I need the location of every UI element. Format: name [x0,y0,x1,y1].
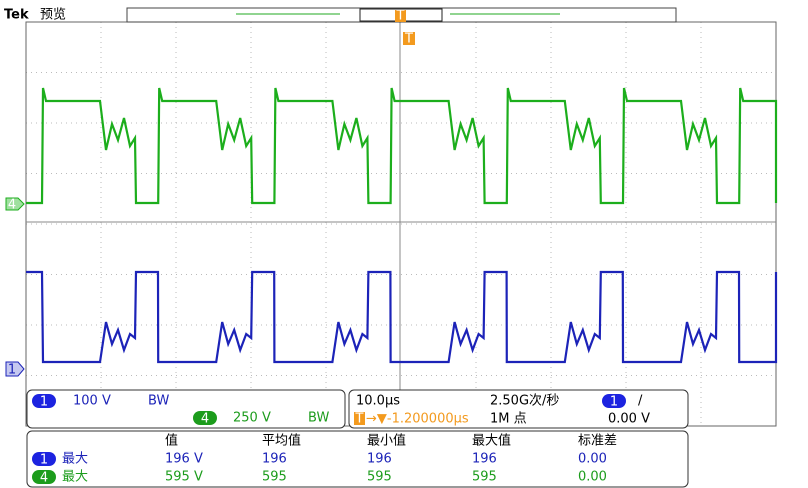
ch1-scale: 100 V [73,394,111,409]
table-cell: 0.00 [578,452,607,467]
ch1-waveform [26,270,778,364]
trigger-source-badge [602,394,626,408]
row-badge [32,470,56,484]
table-cell: 196 [472,452,497,467]
ch1-marker [5,361,25,377]
row-type: 最大 [62,470,88,485]
table-header: 最小值 [367,433,406,449]
ch1-badge [32,394,56,408]
table-header: 最大值 [472,433,511,449]
table-cell: 595 V [165,470,203,485]
trigger-pos-box [395,10,406,22]
brand: Tek [4,8,29,23]
ch1-marker-label: 1 [8,363,16,378]
trigger-pos: T [396,9,405,24]
mode: 预览 [40,7,66,23]
table-cell: 595 [367,470,392,485]
ch4-scale: 250 V [233,411,271,426]
ch1-badge-label: 1 [40,395,48,410]
ch4-badge [193,411,217,425]
table-header: 平均值 [262,433,301,449]
table-header: 值 [165,433,178,449]
trigger-icon: T [355,412,364,427]
trigger-level-marker: T [404,32,413,47]
trigger-source: 1 [610,395,618,410]
sample-rate: 2.50G次/秒 [490,393,559,409]
ch4-marker [5,197,25,211]
trigger-position: →▼-1.200000μs [366,412,469,427]
ch4-marker-label: 4 [8,198,16,213]
ch1-bw: BW [148,394,169,409]
ch4-badge-label: 4 [201,412,209,427]
ch4-waveform [26,87,778,205]
measurement-panel [26,430,689,488]
vertical-panel [26,389,346,429]
time-scale: 10.0μs [356,394,400,409]
table-cell: 196 V [165,452,203,467]
trigger-icon-box [354,412,365,425]
trigger-level-box [403,32,415,45]
table-cell: 595 [262,470,287,485]
trigger-slope: / [638,394,643,409]
graticule [26,22,776,426]
table-cell: 595 [472,470,497,485]
record-length: 1M 点 [490,412,527,427]
row-channel: 1 [40,453,48,468]
row-channel: 4 [40,471,48,486]
row-badge [32,452,56,466]
row-type: 最大 [62,452,88,467]
trigger-level: 0.00 V [608,412,650,427]
table-cell: 0.00 [578,470,607,485]
table-header: 标准差 [578,434,617,449]
ch4-bw: BW [308,411,329,426]
table-cell: 196 [262,452,287,467]
measurement-table: 值 平均值 最小值 最大值 标准差 1 最大 196 V 196 196 196 0.00 4 最大 595… [32,433,617,486]
table-cell: 196 [367,452,392,467]
